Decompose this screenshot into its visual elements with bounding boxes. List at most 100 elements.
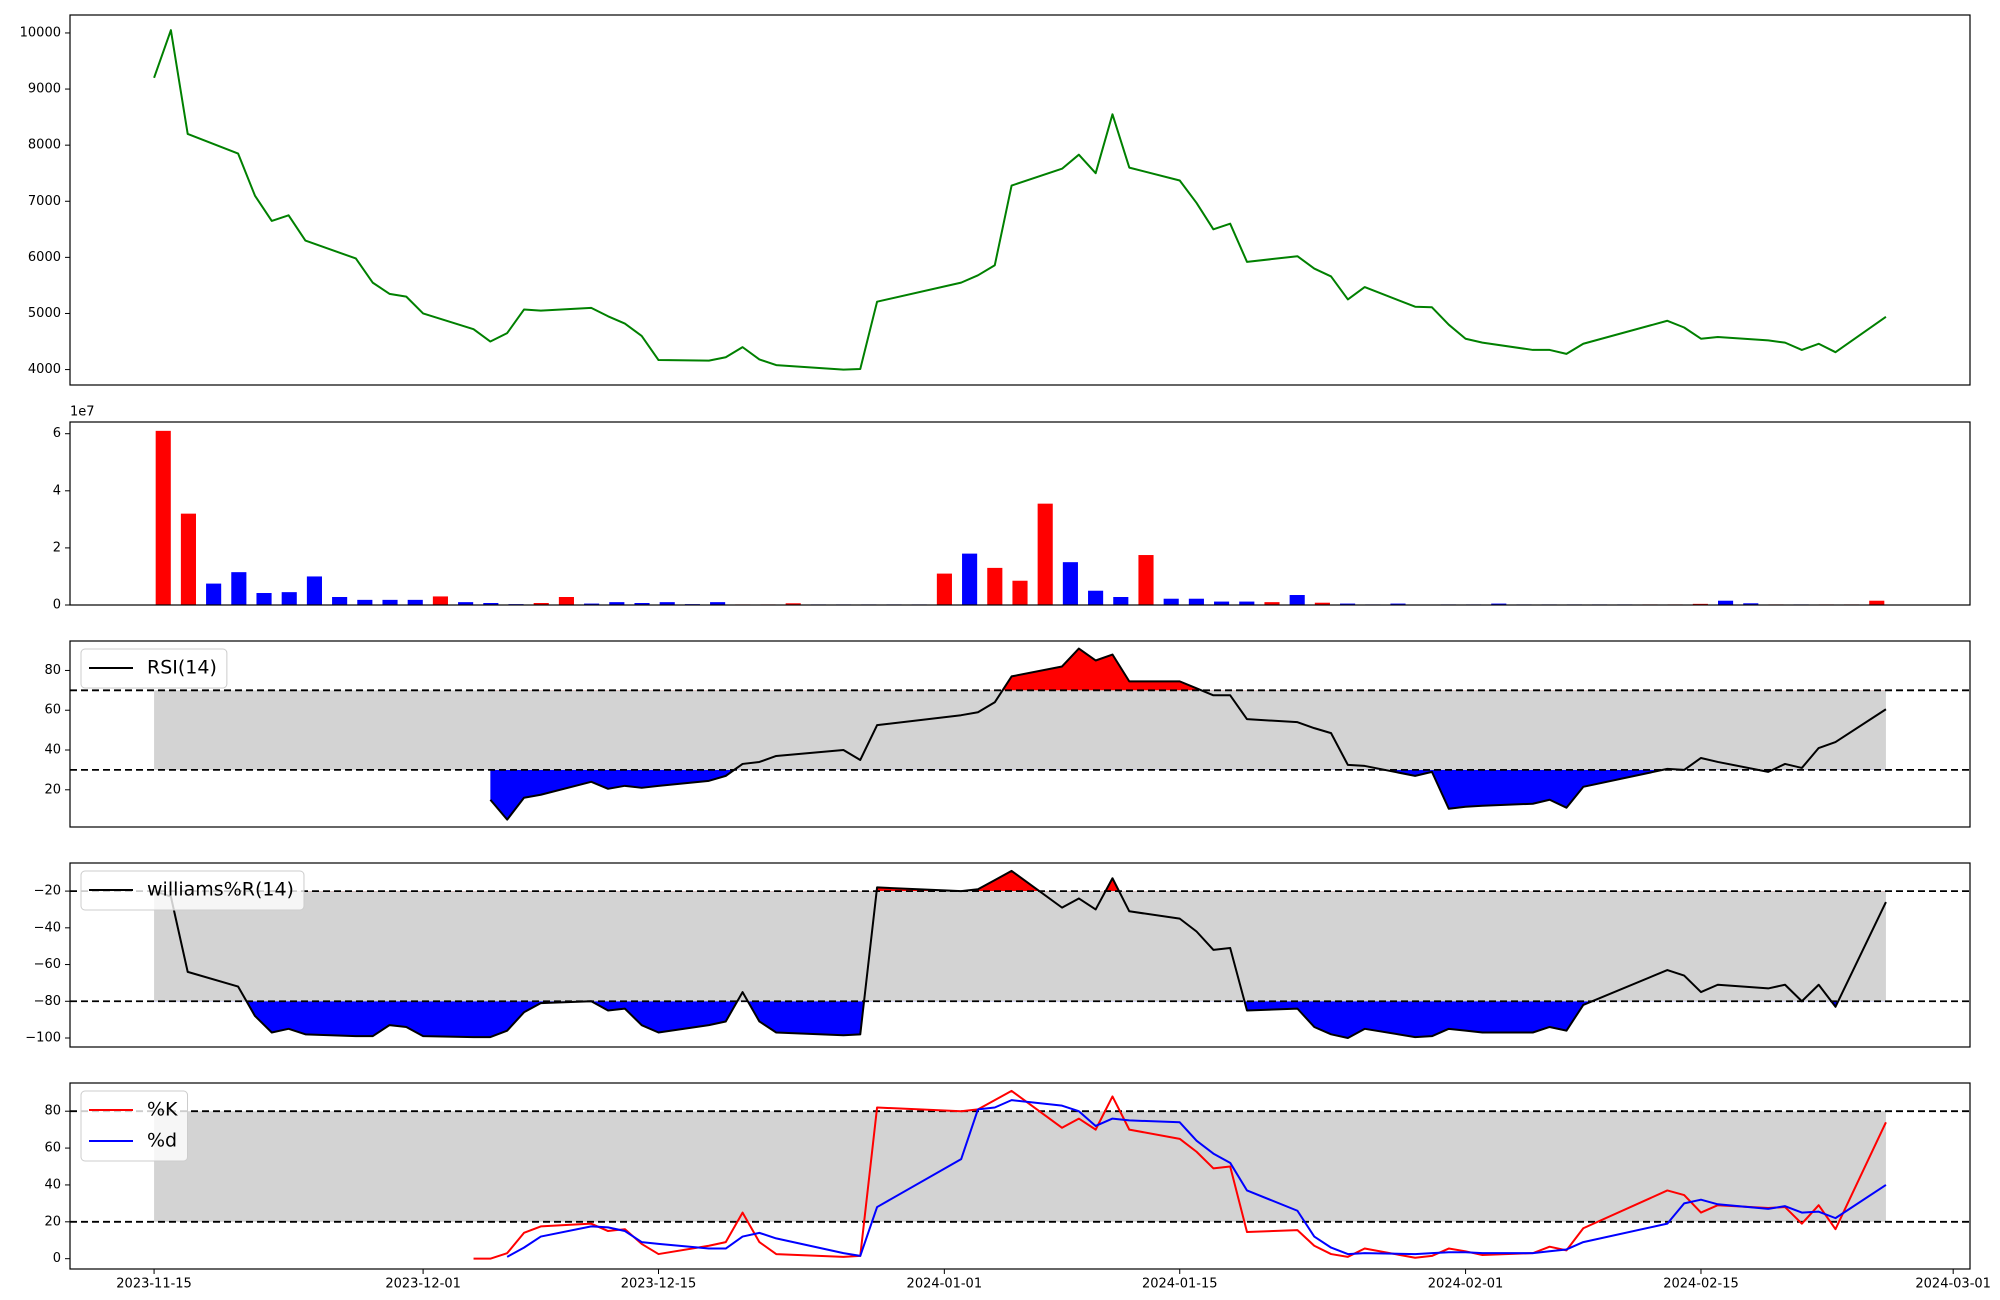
- legend-box: [80, 870, 305, 911]
- volume-bar: [659, 602, 675, 605]
- volume-bar: [281, 592, 297, 605]
- y-tick-label: −20: [34, 884, 61, 899]
- volume-bar: [382, 599, 398, 605]
- volume-bar: [180, 513, 196, 605]
- series-line: [153, 869, 1887, 1039]
- y-tick-label: 10000: [20, 25, 61, 40]
- volume-bar: [1012, 580, 1028, 605]
- volume-bar: [458, 602, 474, 605]
- y-tick-label: 40: [44, 1177, 61, 1192]
- axes-frame: [69, 14, 1971, 386]
- volume-bar: [609, 602, 625, 605]
- volume-bar: [558, 597, 574, 605]
- y-tick-label: 6: [53, 426, 61, 441]
- x-tick-label: 2023-12-01: [385, 1277, 461, 1292]
- volume-bar: [1239, 601, 1255, 605]
- threshold-band: [154, 1111, 1886, 1222]
- series-line: [473, 1089, 1887, 1260]
- axes-frame: [69, 1082, 1971, 1270]
- volume-bar: [1037, 503, 1053, 605]
- axes-frame: [69, 862, 1971, 1048]
- threshold-band: [154, 891, 1886, 1002]
- y-tick-label: 20: [44, 1214, 61, 1229]
- y-tick-label: −80: [34, 994, 61, 1009]
- lower-fill: [490, 769, 1886, 820]
- volume-bar: [533, 603, 549, 605]
- y-tick-label: 5000: [28, 306, 61, 321]
- volume-bar: [1340, 603, 1356, 605]
- volume-bar: [206, 583, 222, 605]
- offset-label: 1e7: [70, 405, 95, 420]
- series-line: [506, 1099, 1887, 1258]
- volume-bar: [306, 576, 322, 605]
- upper-fill: [876, 870, 1120, 892]
- x-tick-label: 2024-02-01: [1428, 1277, 1504, 1292]
- series-line: [153, 29, 1887, 371]
- volume-bar: [936, 573, 952, 605]
- legend-label: RSI(14): [147, 657, 217, 679]
- volume-bar: [710, 602, 726, 605]
- y-tick-label: 80: [44, 663, 61, 678]
- legend-label: %d: [147, 1130, 177, 1152]
- upper-fill: [1002, 648, 1202, 691]
- x-tick-label: 2024-01-01: [907, 1277, 983, 1292]
- volume-bar: [1214, 601, 1230, 605]
- legend-box: [80, 648, 228, 689]
- legend-label: williams%R(14): [147, 879, 294, 901]
- x-tick-label: 2024-01-15: [1142, 1277, 1218, 1292]
- y-tick-label: 40: [44, 743, 61, 758]
- legend-label: %K: [147, 1099, 178, 1121]
- volume-bar: [155, 430, 171, 605]
- volume-bar: [634, 603, 650, 605]
- volume-bar: [1314, 602, 1330, 605]
- volume-bar: [1390, 603, 1406, 605]
- y-tick-label: 60: [44, 1141, 61, 1156]
- volume-bar: [1869, 600, 1885, 605]
- volume-bar: [584, 603, 600, 605]
- volume-bar: [1743, 603, 1759, 605]
- x-tick-label: 2023-12-15: [621, 1277, 697, 1292]
- legend-box: [80, 1090, 189, 1162]
- y-tick-label: 7000: [28, 194, 61, 209]
- volume-bar: [1718, 600, 1734, 605]
- volume-bar: [483, 603, 499, 605]
- volume-bar: [1188, 598, 1204, 605]
- volume-bar: [432, 596, 448, 605]
- y-tick-label: −40: [34, 920, 61, 935]
- y-tick-label: 4: [53, 483, 61, 498]
- volume-bar: [1088, 590, 1104, 605]
- volume-bar: [1289, 595, 1305, 605]
- series-line: [489, 647, 1887, 821]
- plot-area: [153, 29, 1887, 371]
- y-tick-label: −100: [25, 1031, 61, 1046]
- plot-area: [70, 647, 1970, 821]
- volume-bar: [987, 567, 1003, 605]
- y-tick-label: 6000: [28, 250, 61, 265]
- volume-bar: [1062, 562, 1078, 605]
- y-tick-label: 4000: [28, 362, 61, 377]
- axes-frame: [69, 421, 1971, 606]
- volume-bar: [962, 553, 978, 605]
- y-tick-label: −60: [34, 957, 61, 972]
- y-tick-label: 60: [44, 703, 61, 718]
- axes-frame: [69, 640, 1971, 828]
- y-tick-label: 9000: [28, 82, 61, 97]
- x-tick-label: 2024-02-15: [1663, 1277, 1739, 1292]
- y-tick-label: 20: [44, 782, 61, 797]
- x-tick-label: 2024-03-01: [1915, 1277, 1991, 1292]
- volume-bar: [1138, 555, 1154, 605]
- volume-bar: [1491, 603, 1507, 605]
- volume-bar: [1113, 597, 1129, 605]
- y-tick-label: 0: [53, 598, 61, 613]
- y-tick-label: 2: [53, 540, 61, 555]
- y-tick-label: 80: [44, 1104, 61, 1119]
- plot-area: [70, 869, 1970, 1039]
- volume-bar: [332, 597, 348, 605]
- y-tick-label: 8000: [28, 138, 61, 153]
- volume-bar: [785, 603, 801, 605]
- volume-bar: [256, 593, 272, 605]
- volume-bar: [231, 572, 247, 605]
- plot-area: [70, 1089, 1970, 1260]
- plot-area: [155, 430, 1885, 605]
